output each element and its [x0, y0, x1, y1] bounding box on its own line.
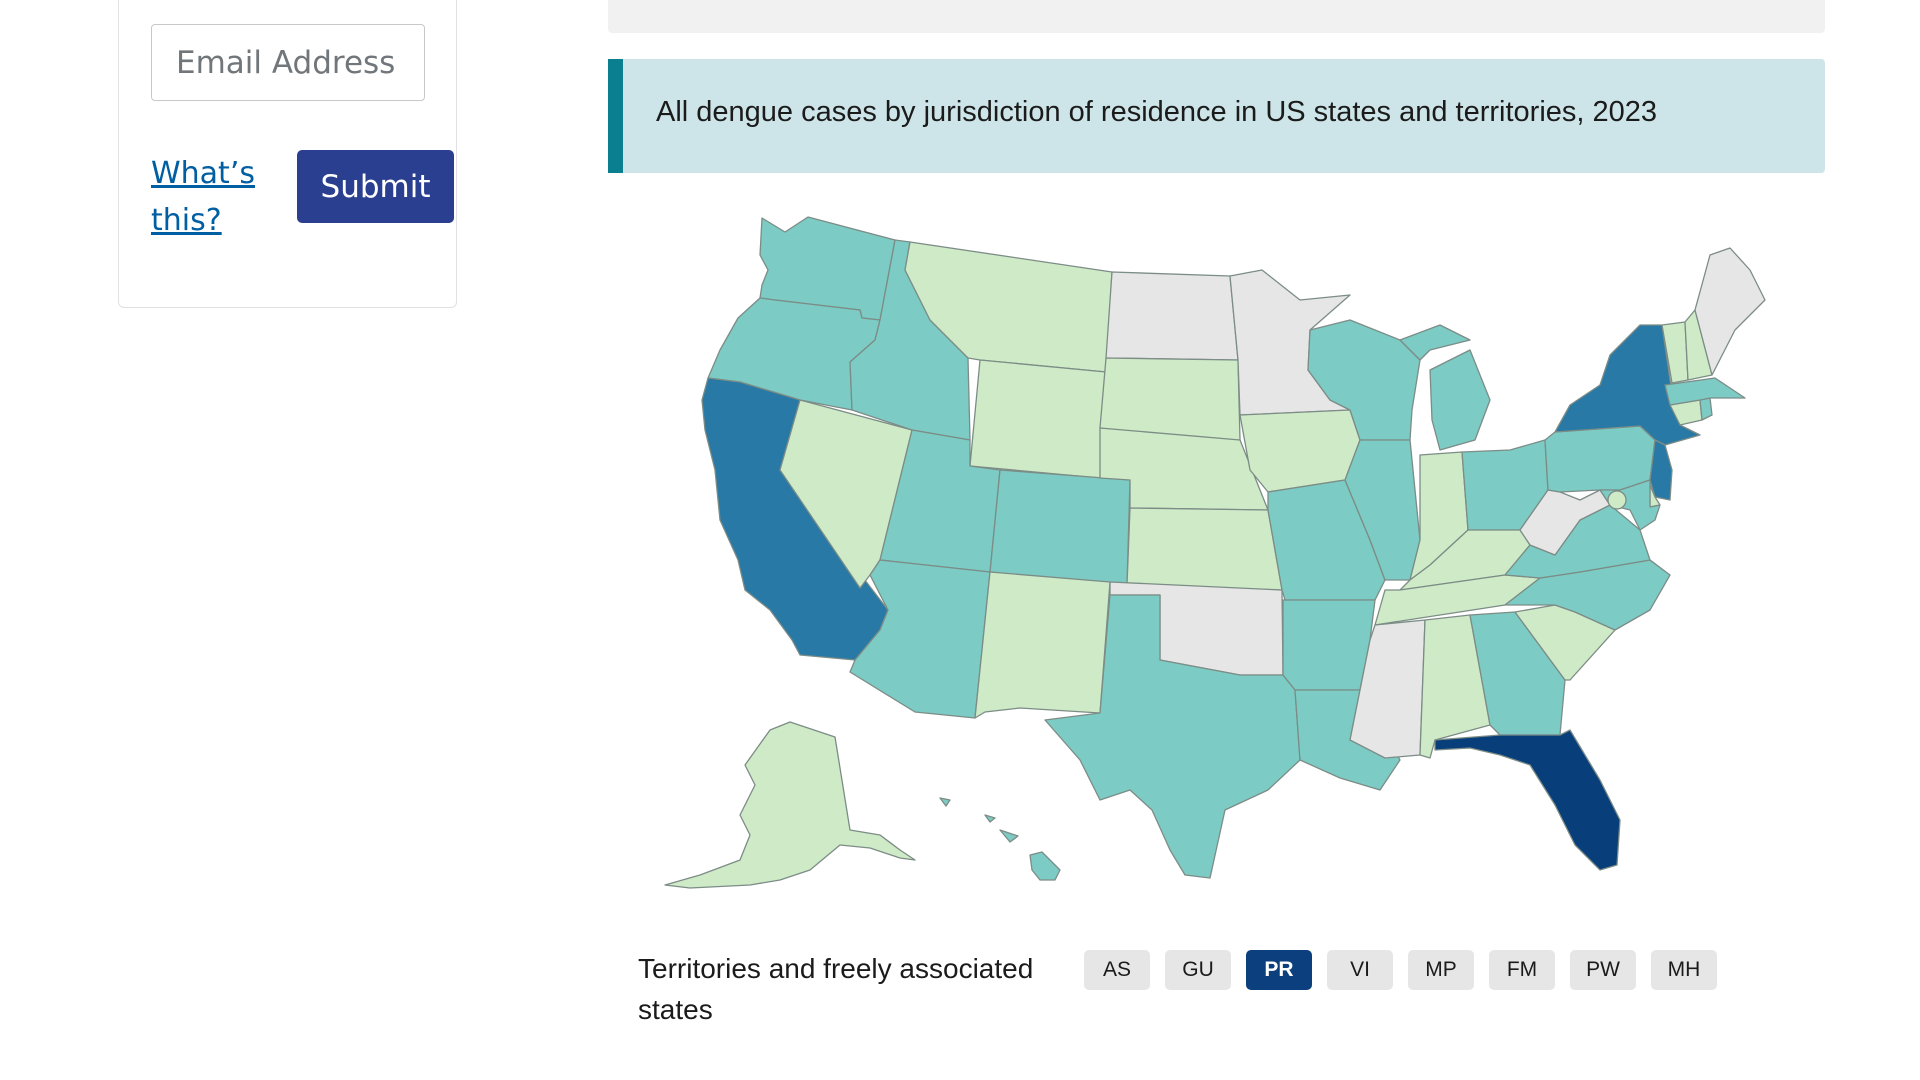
territory-button-mp[interactable]: MP	[1408, 950, 1474, 990]
state-nj[interactable]	[1649, 439, 1673, 501]
territories-label: Territories and freely associated states	[638, 953, 1034, 1025]
state-wy[interactable]	[969, 359, 1107, 479]
state-ak[interactable]	[664, 721, 916, 889]
content-top-strip	[608, 0, 1825, 33]
state-pa[interactable]	[1544, 425, 1656, 493]
state-ar[interactable]	[1282, 599, 1376, 691]
state-ks[interactable]	[1126, 507, 1283, 591]
territory-button-fm[interactable]: FM	[1489, 950, 1555, 990]
us-choropleth-map	[664, 216, 1766, 889]
state-nm[interactable]	[974, 571, 1111, 719]
map-title: All dengue cases by jurisdiction of resi…	[656, 96, 1658, 128]
map-title-banner: All dengue cases by jurisdiction of resi…	[608, 59, 1825, 173]
state-ia[interactable]	[1239, 409, 1361, 493]
state-fl[interactable]	[1434, 729, 1621, 871]
territory-button-pr[interactable]: PR	[1246, 950, 1312, 990]
state-dc[interactable]	[1607, 490, 1627, 510]
email-address-input[interactable]	[151, 24, 425, 101]
state-hi[interactable]	[939, 797, 1061, 881]
state-tx[interactable]	[1044, 594, 1301, 879]
state-ma[interactable]	[1664, 377, 1746, 406]
territory-button-vi[interactable]: VI	[1327, 950, 1393, 990]
whats-this-link[interactable]: What’s this?	[151, 156, 255, 238]
territory-button-as[interactable]: AS	[1084, 950, 1150, 990]
state-mi[interactable]	[1399, 324, 1491, 451]
state-ri[interactable]	[1699, 397, 1713, 421]
submit-button[interactable]: Submit	[297, 150, 454, 223]
state-co[interactable]	[989, 469, 1131, 586]
state-il[interactable]	[1344, 439, 1421, 581]
territory-button-pw[interactable]: PW	[1570, 950, 1636, 990]
territory-button-gu[interactable]: GU	[1165, 950, 1231, 990]
state-nd[interactable]	[1105, 271, 1239, 361]
state-me[interactable]	[1694, 247, 1766, 376]
territory-button-mh[interactable]: MH	[1651, 950, 1717, 990]
